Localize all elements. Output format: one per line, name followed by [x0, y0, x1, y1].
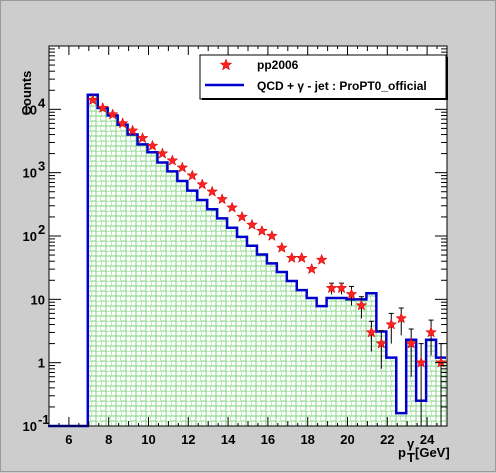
y-tick-label: 1: [38, 356, 45, 371]
mc-outline: [48, 93, 447, 428]
data-point: [315, 253, 328, 265]
data-point: [96, 101, 109, 113]
data-point: [236, 210, 249, 222]
y-tick-label: 10: [23, 419, 37, 434]
data-point: [116, 117, 129, 129]
data-point: [435, 356, 447, 368]
data-point: [365, 326, 378, 338]
data-point: [196, 178, 209, 190]
y-tick-label: 10: [23, 229, 37, 244]
x-tick-label: 22: [380, 432, 394, 447]
data-point: [375, 337, 388, 349]
x-tick-label: 6: [65, 432, 72, 447]
data-point: [295, 251, 308, 263]
x-axis-title-unit: [GeV]: [415, 445, 450, 460]
x-tick-label: 14: [221, 432, 236, 447]
y-tick-exponent: 4: [38, 95, 46, 110]
data-point: [86, 93, 99, 106]
data-point: [285, 251, 298, 263]
x-tick-label: 10: [141, 432, 155, 447]
mc-fill: [48, 94, 447, 427]
legend: pp2006 QCD + γ - jet : ProPT0_official: [199, 54, 448, 100]
data-point: [226, 201, 238, 213]
data-point: [216, 193, 229, 205]
y-tick-label: 10: [23, 102, 37, 117]
y-axis-title: Counts: [19, 71, 34, 116]
data-point: [156, 147, 169, 159]
y-tick-label: 10: [23, 166, 37, 181]
x-tick-label: 8: [105, 432, 112, 447]
x-axis-title-sub: T: [407, 450, 415, 465]
y-tick-exponent: -1: [38, 412, 50, 427]
y-tick-exponent: 3: [38, 159, 45, 174]
x-tick-label: 12: [181, 432, 195, 447]
data-point: [106, 108, 119, 120]
x-tick-label: 16: [261, 432, 275, 447]
data-point: [425, 326, 437, 338]
data-point: [166, 154, 179, 166]
y-tick-exponent: 2: [38, 222, 45, 237]
data-point: [325, 281, 338, 294]
x-tick-label: 18: [300, 432, 314, 447]
data-point: [256, 224, 268, 236]
data-point: [186, 169, 199, 181]
data-point: [395, 312, 408, 324]
legend-label: QCD + γ - jet : ProPT0_official: [257, 79, 427, 93]
data-point: [136, 131, 149, 144]
data-point: [275, 241, 288, 253]
y-tick-label: 10: [31, 292, 45, 307]
data-point: [265, 229, 278, 241]
data-point: [146, 139, 159, 151]
data-point: [355, 299, 368, 311]
data-point: [415, 356, 428, 368]
data-point: [305, 262, 318, 275]
x-axis-title-sup: γ: [407, 436, 415, 451]
x-tick-label: 20: [340, 432, 354, 447]
data-point: [335, 281, 348, 294]
legend-star-marker: [219, 58, 233, 71]
data-point: [405, 337, 418, 349]
data-point: [176, 161, 189, 173]
x-tick-label: 24: [420, 432, 435, 447]
data-point: [126, 124, 139, 136]
data-point: [345, 288, 358, 300]
data-point: [385, 318, 398, 330]
data-point: [206, 185, 219, 197]
legend-label: pp2006: [257, 58, 299, 72]
data-point: [246, 218, 258, 230]
x-axis-title: p: [398, 445, 406, 460]
